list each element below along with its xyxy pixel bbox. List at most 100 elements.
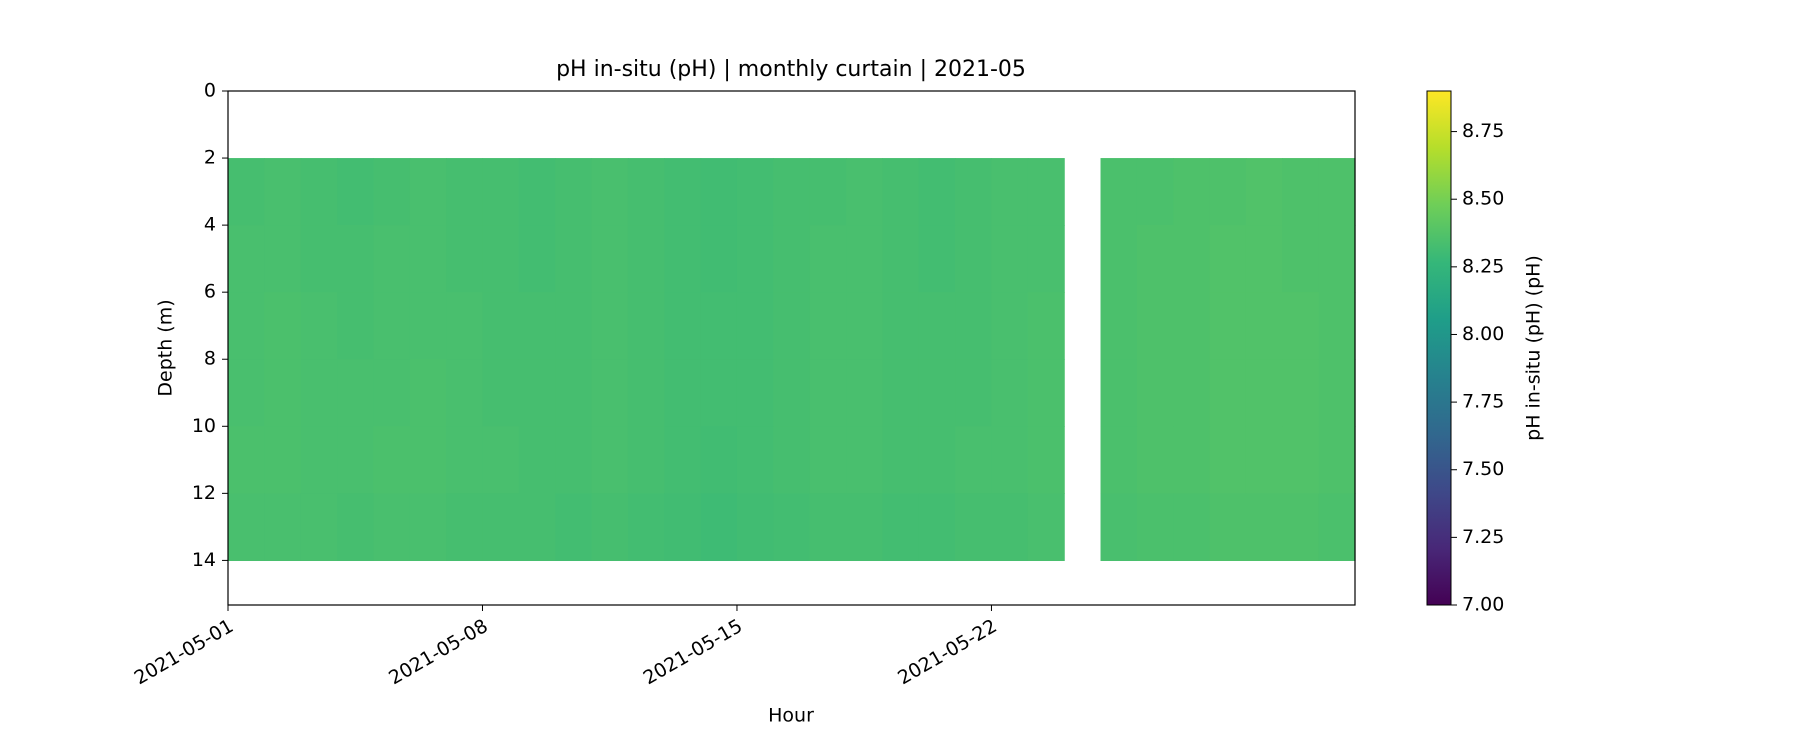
heatmap-cell [300, 225, 338, 293]
colorbar-tick-label: 7.00 [1462, 594, 1504, 616]
y-tick-label: 12 [192, 482, 216, 504]
heatmap-cell [1027, 225, 1065, 293]
heatmap-cell [991, 225, 1029, 293]
heatmap-cell [1027, 158, 1065, 226]
heatmap-cell [736, 359, 774, 427]
heatmap-cell [809, 158, 847, 226]
heatmap-cell [809, 359, 847, 427]
heatmap-cell [700, 225, 738, 293]
heatmap-cell [809, 292, 847, 360]
heatmap-cell [1209, 292, 1247, 360]
x-tick-label: 2021-05-08 [385, 615, 492, 689]
heatmap-cell [1136, 292, 1174, 360]
plot-frame [227, 90, 1356, 606]
heatmap-cell [773, 158, 811, 226]
colorbar-tick-label: 8.25 [1462, 255, 1504, 277]
heatmap-cell [1100, 292, 1138, 360]
heatmap-cell [773, 225, 811, 293]
heatmap-cell [736, 426, 774, 494]
heatmap-cell [1245, 225, 1283, 293]
heatmap-cell [337, 493, 375, 562]
heatmap-cell [664, 426, 702, 494]
heatmap-cell [518, 493, 556, 562]
x-tick-label: 2021-05-22 [894, 615, 1001, 689]
heatmap-cell [1027, 292, 1065, 360]
heatmap-cell [736, 225, 774, 293]
heatmap-cell [373, 158, 411, 226]
colorbar-tick-label: 7.50 [1462, 458, 1504, 480]
heatmap-cell [991, 493, 1029, 562]
heatmap-cell [1136, 426, 1174, 494]
heatmap-cell [264, 225, 302, 293]
heatmap-cell [955, 292, 993, 360]
heatmap-cell [846, 158, 883, 226]
y-tick-label: 10 [192, 415, 216, 437]
heatmap-cell [882, 359, 920, 427]
heatmap-cell [809, 493, 847, 562]
heatmap-cell [518, 426, 556, 494]
heatmap-cell [555, 225, 593, 293]
heatmap-cell [809, 225, 847, 293]
heatmap-cell [846, 493, 883, 562]
heatmap-cell [555, 493, 593, 562]
heatmap-cell [1282, 493, 1320, 562]
heatmap-cell [955, 225, 993, 293]
heatmap-cell [1209, 158, 1247, 226]
heatmap-cell [373, 359, 411, 427]
heatmap-cell [482, 493, 520, 562]
y-tick-label: 14 [192, 549, 216, 571]
heatmap-cell [264, 158, 302, 226]
heatmap-cell [300, 493, 338, 562]
heatmap-cell [591, 426, 629, 494]
heatmap-cell [591, 225, 629, 293]
heatmap-cell [773, 359, 811, 427]
heatmap-cell [1245, 493, 1283, 562]
heatmap-cell [228, 158, 265, 226]
heatmap-cell [627, 426, 665, 494]
heatmap-cell [1318, 359, 1356, 427]
heatmap-cell [991, 359, 1029, 427]
heatmap-cell [1173, 493, 1211, 562]
heatmap-cell [1245, 292, 1283, 360]
heatmap-cell [918, 493, 956, 562]
heatmap-cell [409, 359, 447, 427]
heatmap-cell [918, 359, 956, 427]
heatmap-cell [555, 292, 593, 360]
heatmap-cell [700, 292, 738, 360]
heatmap-cell [700, 158, 738, 226]
heatmap-cell [882, 158, 920, 226]
heatmap-cell [700, 359, 738, 427]
heatmap-cell [409, 225, 447, 293]
heatmap-cell [409, 493, 447, 562]
x-axis-label: Hour [768, 705, 814, 727]
y-tick-label: 2 [204, 147, 216, 169]
heatmap-cell [446, 225, 484, 293]
heatmap-cell [991, 426, 1029, 494]
colorbar-tick-label: 8.00 [1462, 323, 1504, 345]
heatmap-cell [337, 225, 375, 293]
heatmap-cell [1245, 158, 1283, 226]
heatmap-cell [409, 158, 447, 226]
heatmap-cell [627, 225, 665, 293]
heatmap-cell [591, 493, 629, 562]
heatmap-cell [591, 292, 629, 360]
heatmap-cell [300, 158, 338, 226]
heatmap-cell [1318, 292, 1356, 360]
heatmap-cell [846, 292, 883, 360]
heatmap-cell [300, 292, 338, 360]
heatmap-cell [409, 292, 447, 360]
heatmap-cell [264, 493, 302, 562]
x-tick-label: 2021-05-15 [640, 615, 747, 689]
heatmap-cell [1136, 493, 1174, 562]
heatmap-cell [918, 225, 956, 293]
heatmap-cell [664, 158, 702, 226]
heatmap-cell [228, 225, 265, 293]
heatmap-cell [446, 493, 484, 562]
heatmap-cell [1318, 158, 1356, 226]
heatmap-cell [446, 158, 484, 226]
colorbar-label: pH in-situ (pH) (pH) [1523, 255, 1545, 441]
heatmap-cell [1136, 158, 1174, 226]
heatmap-cell [446, 426, 484, 494]
heatmap-cell [700, 426, 738, 494]
heatmap-cell [1027, 493, 1065, 562]
